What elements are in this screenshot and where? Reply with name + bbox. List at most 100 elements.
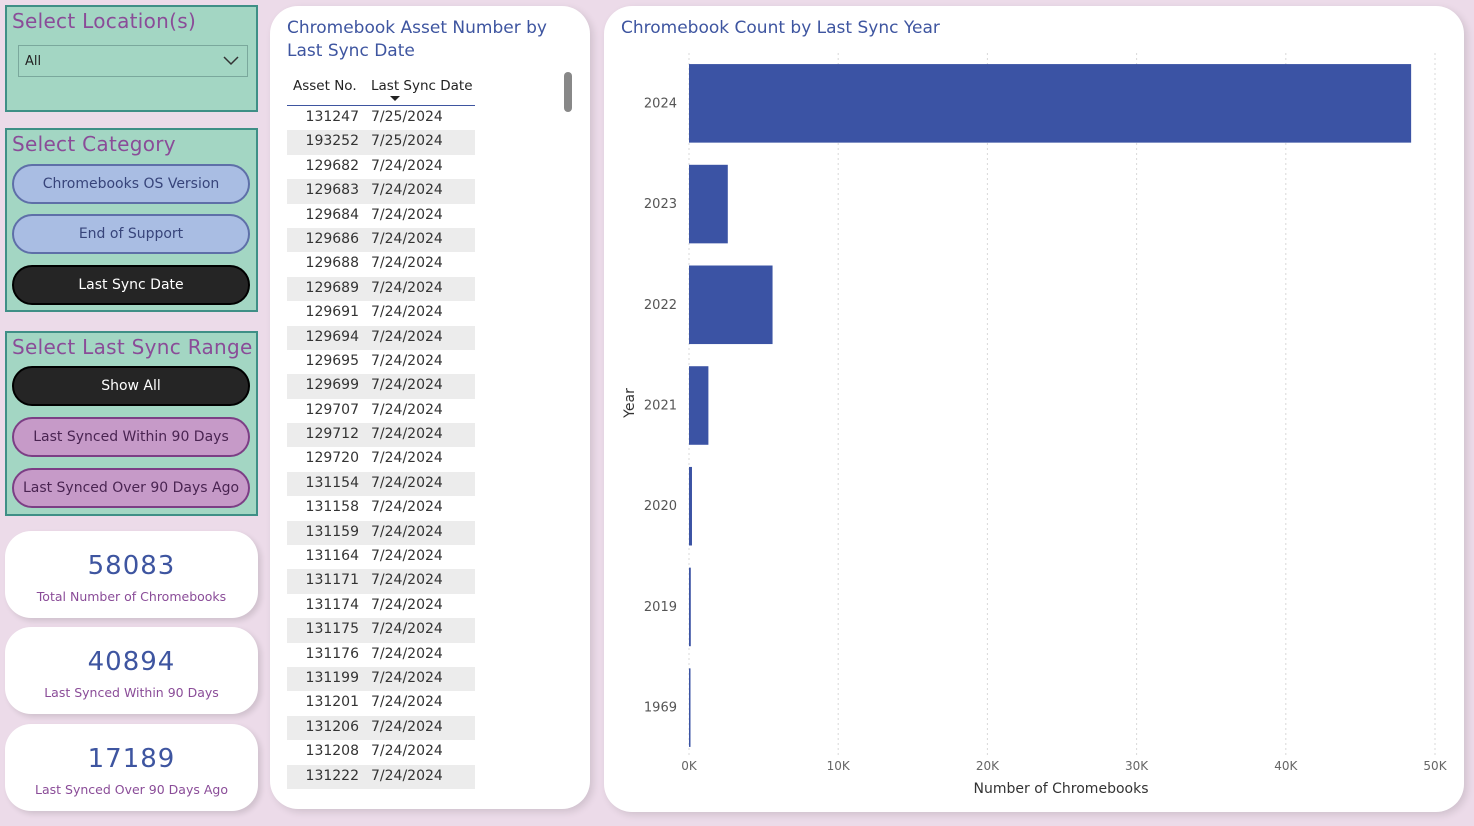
table-row[interactable]: 131171 7/24/2024 [287,569,475,594]
table-row[interactable]: 131206 7/24/2024 [287,715,475,741]
sync-range-button-label: Last Synced Over 90 Days Ago [22,480,240,496]
table-row[interactable]: 193252 7/25/2024 [287,130,475,155]
table-row[interactable]: 129689 7/24/2024 [287,276,475,302]
cell-last-sync-date: 7/24/2024 [371,743,443,760]
x-tick-label: 40K [1274,759,1298,773]
cell-last-sync-date: 7/24/2024 [371,157,443,174]
cell-asset-no: 131201 [305,694,359,711]
bar-2024[interactable] [689,64,1412,143]
sync-range-slicer-title: Select Last Sync Range [12,335,253,359]
sync-range-button-over-90[interactable]: Last Synced Over 90 Days Ago [12,468,250,508]
column-header-asset-no[interactable]: Asset No. [293,78,357,94]
cell-last-sync-date: 7/24/2024 [371,182,443,199]
bar-2020[interactable] [689,466,692,546]
kpi-card-over-90: 17189 Last Synced Over 90 Days Ago [5,724,258,811]
sync-range-button-within-90[interactable]: Last Synced Within 90 Days [12,417,250,457]
category-button-label: End of Support [78,226,184,242]
cell-last-sync-date: 7/24/2024 [371,548,443,565]
cell-last-sync-date: 7/24/2024 [371,352,443,369]
kpi-card-total: 58083 Total Number of Chromebooks [5,531,258,618]
cell-asset-no: 131164 [305,548,359,565]
table-row[interactable]: 131174 7/24/2024 [287,594,475,618]
table-row[interactable]: 131222 7/24/2024 [287,764,475,789]
sync-range-button-show-all[interactable]: Show All [12,366,250,406]
sort-descending-icon [390,96,400,101]
kpi-label: Total Number of Chromebooks [36,589,227,604]
cell-asset-no: 131176 [305,645,359,662]
x-axis-title: Number of Chromebooks [974,781,1149,797]
category-button-end-of-support[interactable]: End of Support [12,214,250,254]
cell-asset-no: 131222 [305,767,359,784]
sync-range-button-label: Last Synced Within 90 Days [33,429,229,445]
table-row[interactable]: 129686 7/24/2024 [287,227,475,253]
cell-last-sync-date: 7/24/2024 [371,377,443,394]
table-row[interactable]: 131208 7/24/2024 [287,740,475,764]
cell-asset-no: 131247 [305,109,359,125]
cell-last-sync-date: 7/24/2024 [371,621,443,638]
location-slicer-panel: Select Location(s) All [5,5,258,112]
asset-table-panel: Chromebook Asset Number by Last Sync Dat… [270,6,590,809]
table-row[interactable]: 131158 7/24/2024 [287,496,475,520]
y-tick-label: 2020 [644,499,677,514]
bar-2023[interactable] [689,164,728,244]
cell-last-sync-date: 7/24/2024 [371,474,443,491]
kpi-card-within-90: 40894 Last Synced Within 90 Days [5,627,258,714]
cell-last-sync-date: 7/24/2024 [371,426,443,443]
y-tick-label: 2019 [644,600,677,615]
table-row[interactable]: 129684 7/24/2024 [287,204,475,228]
cell-last-sync-date: 7/24/2024 [371,206,443,223]
table-row[interactable]: 131201 7/24/2024 [287,691,475,715]
table-row[interactable]: 129712 7/24/2024 [287,423,475,448]
table-row[interactable]: 131159 7/24/2024 [287,520,475,546]
cell-asset-no: 129686 [305,230,359,247]
location-dropdown[interactable]: All [18,45,248,77]
cell-asset-no: 129683 [305,182,359,199]
table-scrollbar[interactable] [564,72,572,112]
cell-last-sync-date: 7/24/2024 [371,450,443,467]
category-button-label: Last Sync Date [78,277,184,293]
bar-2022[interactable] [689,265,773,345]
bar-2021[interactable] [689,366,709,445]
category-button-os-version[interactable]: Chromebooks OS Version [12,164,250,204]
cell-asset-no: 129699 [305,377,359,394]
table-row[interactable]: 129682 7/24/2024 [287,155,475,179]
x-tick-label: 30K [1125,759,1149,773]
cell-last-sync-date: 7/24/2024 [371,255,443,272]
cell-asset-no: 129694 [305,328,359,345]
sync-range-slicer-panel: Select Last Sync Range Show All Last Syn… [5,331,258,516]
table-row[interactable]: 129683 7/24/2024 [287,179,475,204]
table-row[interactable]: 129688 7/24/2024 [287,252,475,276]
cell-last-sync-date: 7/24/2024 [371,694,443,711]
x-tick-label: 50K [1423,759,1447,773]
table-row[interactable]: 131199 7/24/2024 [287,666,475,692]
column-header-last-sync-date[interactable]: Last Sync Date [371,78,473,94]
cell-asset-no: 129682 [305,157,359,174]
table-row[interactable]: 129695 7/24/2024 [287,350,475,374]
table-row[interactable]: 131247 7/25/2024 [287,106,475,130]
bar-2019[interactable] [689,567,691,647]
table-row[interactable]: 131175 7/24/2024 [287,618,475,643]
cell-last-sync-date: 7/24/2024 [371,499,443,516]
cell-asset-no: 131175 [305,621,359,638]
table-row[interactable]: 129691 7/24/2024 [287,301,475,325]
x-tick-label: 10K [827,759,851,773]
table-row[interactable]: 131164 7/24/2024 [287,545,475,569]
category-button-last-sync-date[interactable]: Last Sync Date [12,265,250,305]
kpi-value: 40894 [87,647,176,677]
sync-range-button-label: Show All [101,378,161,394]
table-row[interactable]: 129694 7/24/2024 [287,325,475,350]
kpi-label: Last Synced Within 90 Days [44,685,219,700]
chart-title: Chromebook Count by Last Sync Year [621,18,940,38]
table-row[interactable]: 129720 7/24/2024 [287,447,475,471]
table-row[interactable]: 129699 7/24/2024 [287,374,475,399]
cell-last-sync-date: 7/24/2024 [371,328,443,345]
cell-asset-no: 129712 [305,426,359,443]
cell-last-sync-date: 7/24/2024 [371,230,443,247]
cell-last-sync-date: 7/24/2024 [371,669,443,686]
table-row[interactable]: 131154 7/24/2024 [287,471,475,497]
table-row[interactable]: 131176 7/24/2024 [287,643,475,667]
bar-1969[interactable] [689,668,691,747]
kpi-value: 17189 [87,744,176,774]
table-row[interactable]: 129707 7/24/2024 [287,399,475,423]
cell-last-sync-date: 7/24/2024 [371,718,443,735]
